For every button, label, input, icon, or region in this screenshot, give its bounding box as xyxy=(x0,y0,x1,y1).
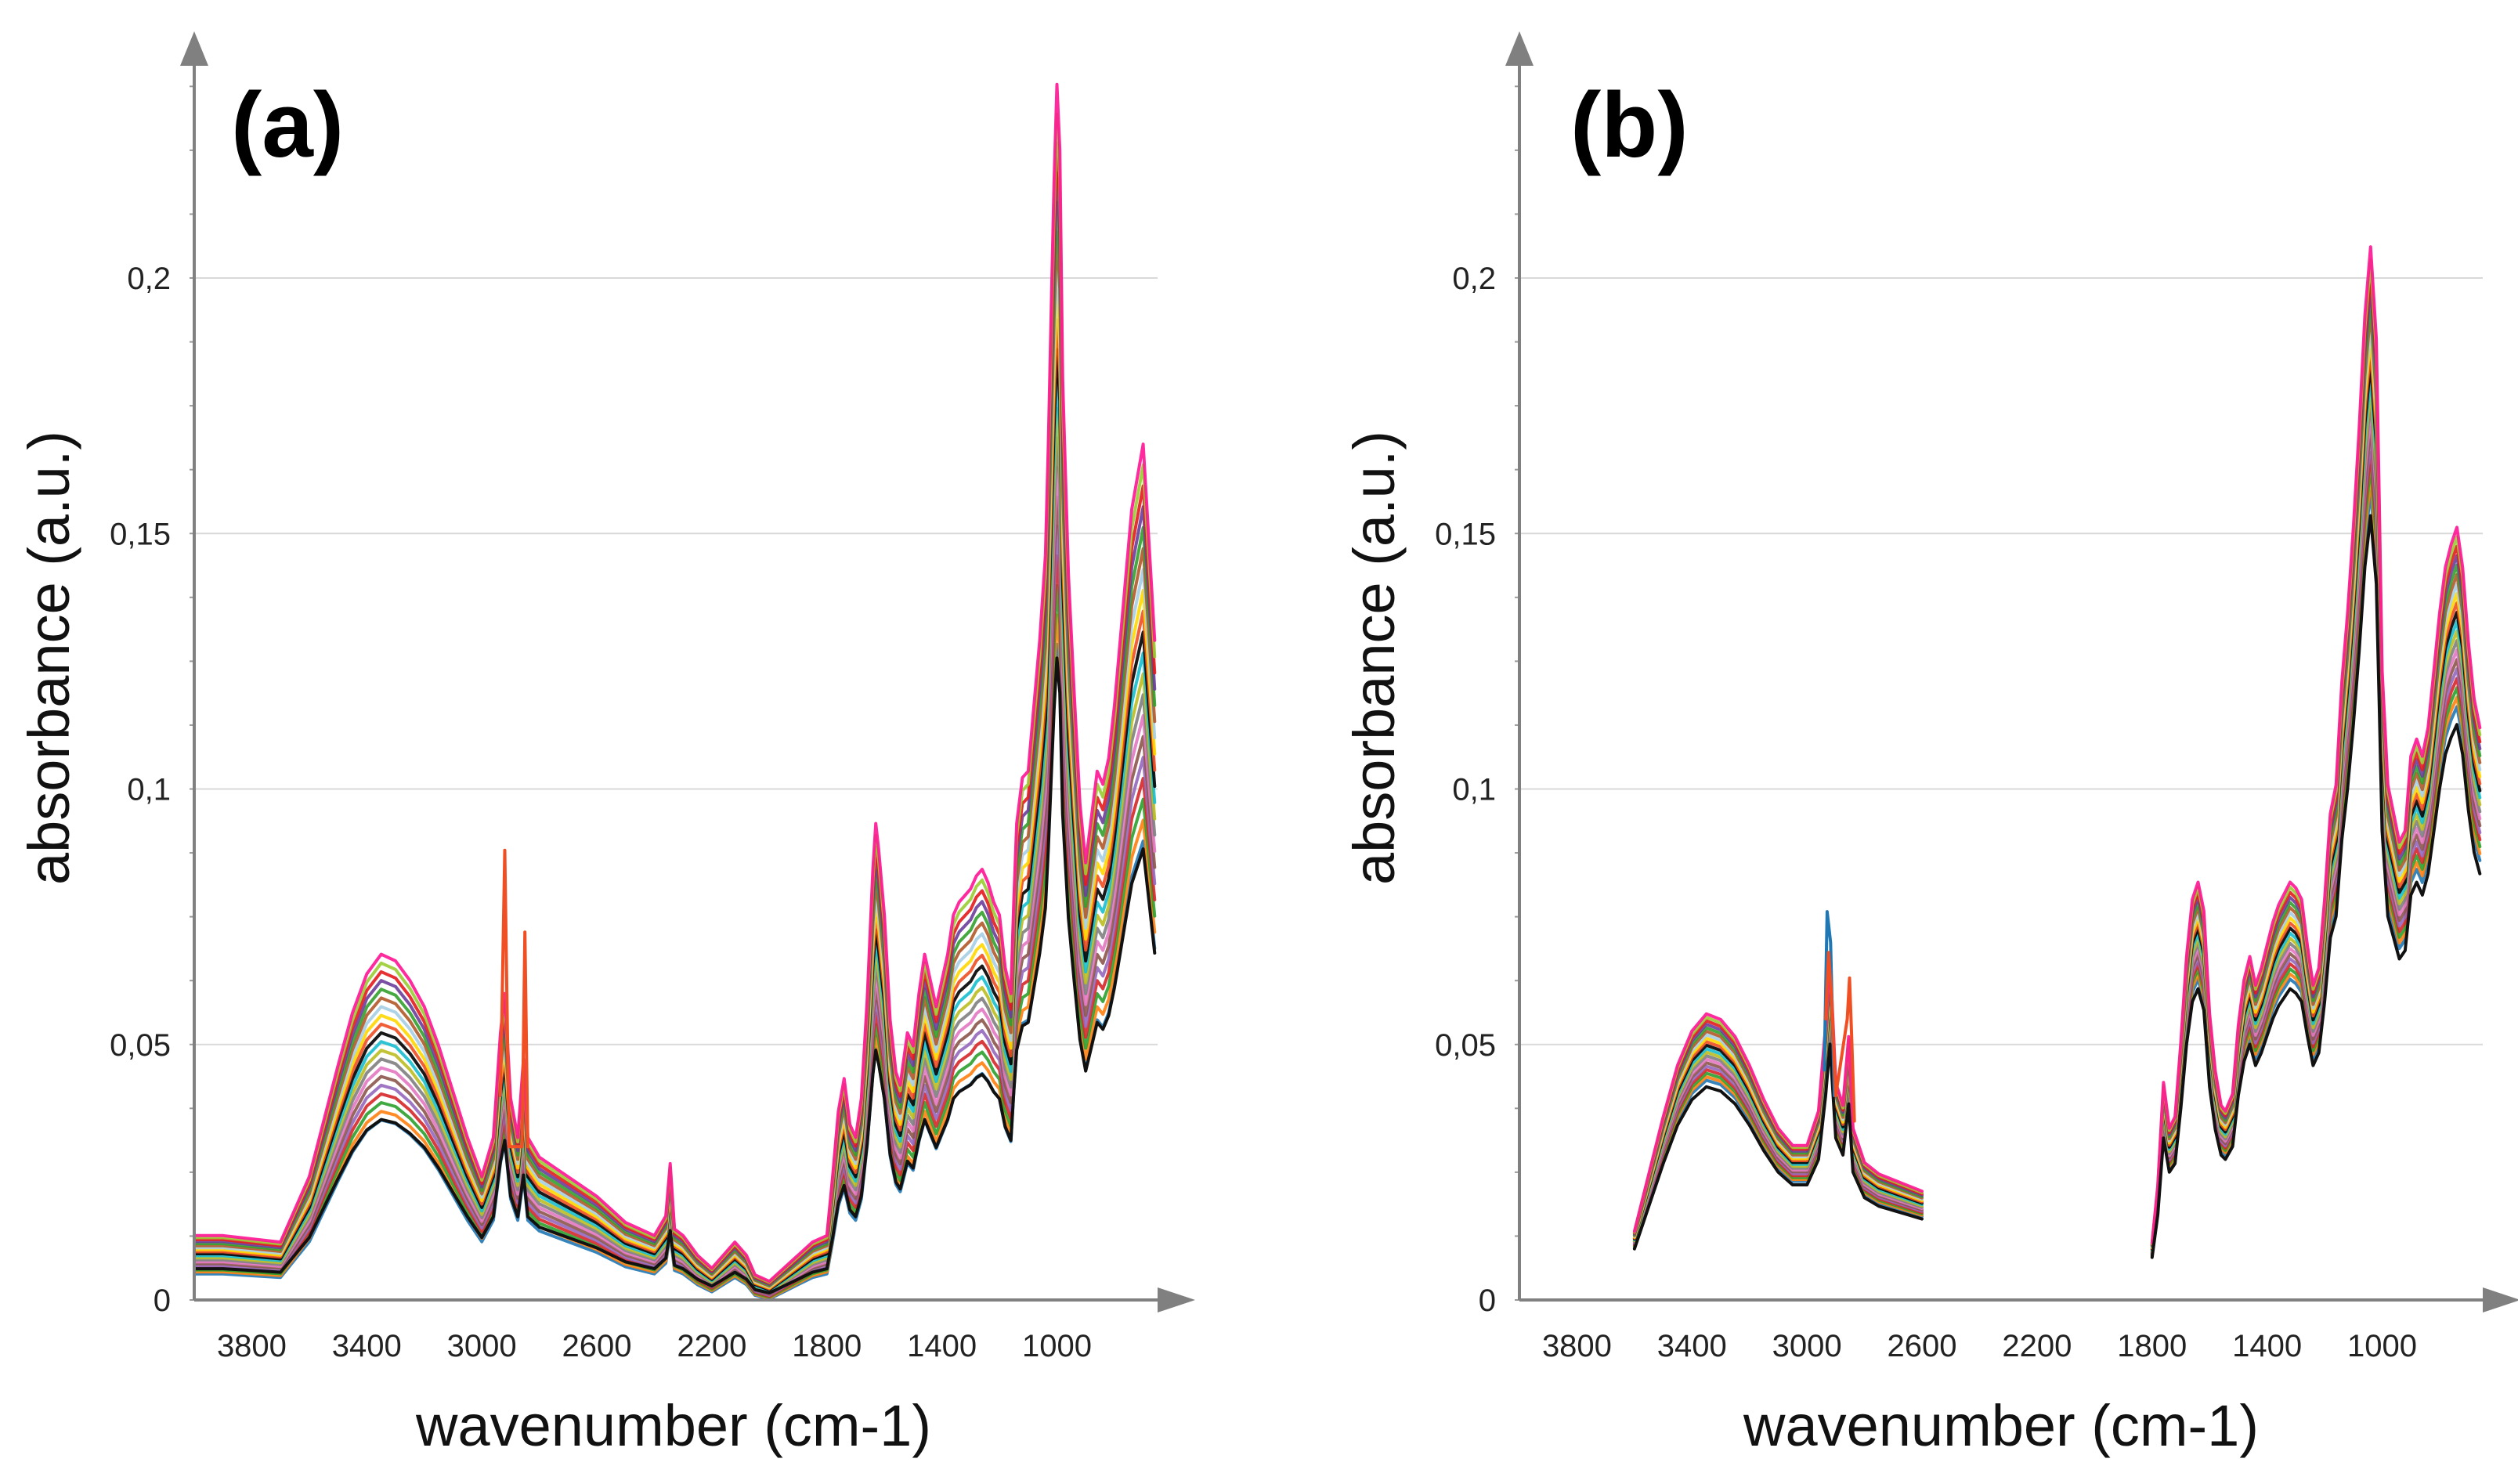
y-tick-label: 0 xyxy=(1479,1284,1496,1318)
y-tick-label: 0,1 xyxy=(1452,773,1496,807)
y-axis-arrow xyxy=(1505,31,1534,66)
x-axis-title: wavenumber (cm-1) xyxy=(415,1393,931,1458)
x-tick-label: 3000 xyxy=(1772,1329,1842,1363)
x-tick-label: 1400 xyxy=(907,1329,977,1363)
x-tick-label: 1800 xyxy=(2117,1329,2187,1363)
spectrum-series-dark xyxy=(2150,514,2482,1259)
y-tick-label: 0,2 xyxy=(127,262,171,296)
spectrum-series xyxy=(193,554,1157,1298)
x-axis-title: wavenumber (cm-1) xyxy=(1743,1393,2259,1458)
spectrum-series-dark xyxy=(1632,1042,1924,1251)
y-axis-title: absorbance (a.u.) xyxy=(1342,431,1407,885)
spectrum-series xyxy=(193,583,1157,1299)
spike-series-orange xyxy=(1824,951,1856,1123)
y-tick-label: 0,05 xyxy=(1435,1028,1496,1063)
x-tick-label: 1000 xyxy=(2347,1329,2417,1363)
x-tick-label: 2600 xyxy=(562,1329,632,1363)
x-tick-label: 3800 xyxy=(1542,1329,1612,1363)
spectrum-series xyxy=(2150,477,2482,1257)
y-tick-label: 0,1 xyxy=(127,773,171,807)
panel-label: (a) xyxy=(231,74,344,177)
y-tick-label: 0 xyxy=(154,1284,171,1318)
y-tick-label: 0,05 xyxy=(110,1028,171,1063)
y-tick-label: 0,15 xyxy=(1435,517,1496,551)
x-tick-label: 1400 xyxy=(2232,1329,2302,1363)
y-tick-label: 0,15 xyxy=(110,517,171,551)
x-tick-label: 3400 xyxy=(1657,1329,1727,1363)
y-axis-arrow xyxy=(180,31,208,66)
x-tick-label: 3400 xyxy=(332,1329,402,1363)
x-axis-arrow xyxy=(1158,1287,1195,1312)
panel-label: (b) xyxy=(1570,74,1689,177)
x-axis-arrow xyxy=(2483,1287,2518,1312)
x-tick-label: 1800 xyxy=(792,1329,862,1363)
x-tick-label: 2200 xyxy=(677,1329,746,1363)
x-tick-label: 2600 xyxy=(1888,1329,1957,1363)
panel-a-chart: 0 0,05 0,1 0,15 0,2 3800 3400 3000 2600 2200 1800 1… xyxy=(16,31,1195,1458)
x-tick-label: 1000 xyxy=(1022,1329,1092,1363)
spectrum-series xyxy=(2150,489,2482,1258)
spike-series-orange xyxy=(499,848,529,1149)
panel-b-chart: 0 0,05 0,1 0,15 0,2 3800 3400 3000 2600 2200 1800 1… xyxy=(1342,31,2518,1458)
spectrum-series-dark xyxy=(193,656,1157,1295)
x-tick-label: 3000 xyxy=(447,1329,517,1363)
x-tick-label: 3800 xyxy=(217,1329,287,1363)
y-tick-label: 0,2 xyxy=(1452,262,1496,296)
x-tick-label: 2200 xyxy=(2002,1329,2072,1363)
spectrum-series xyxy=(2150,245,2482,1244)
y-axis-title: absorbance (a.u.) xyxy=(16,431,81,885)
spectrum-series xyxy=(1632,955,1924,1233)
